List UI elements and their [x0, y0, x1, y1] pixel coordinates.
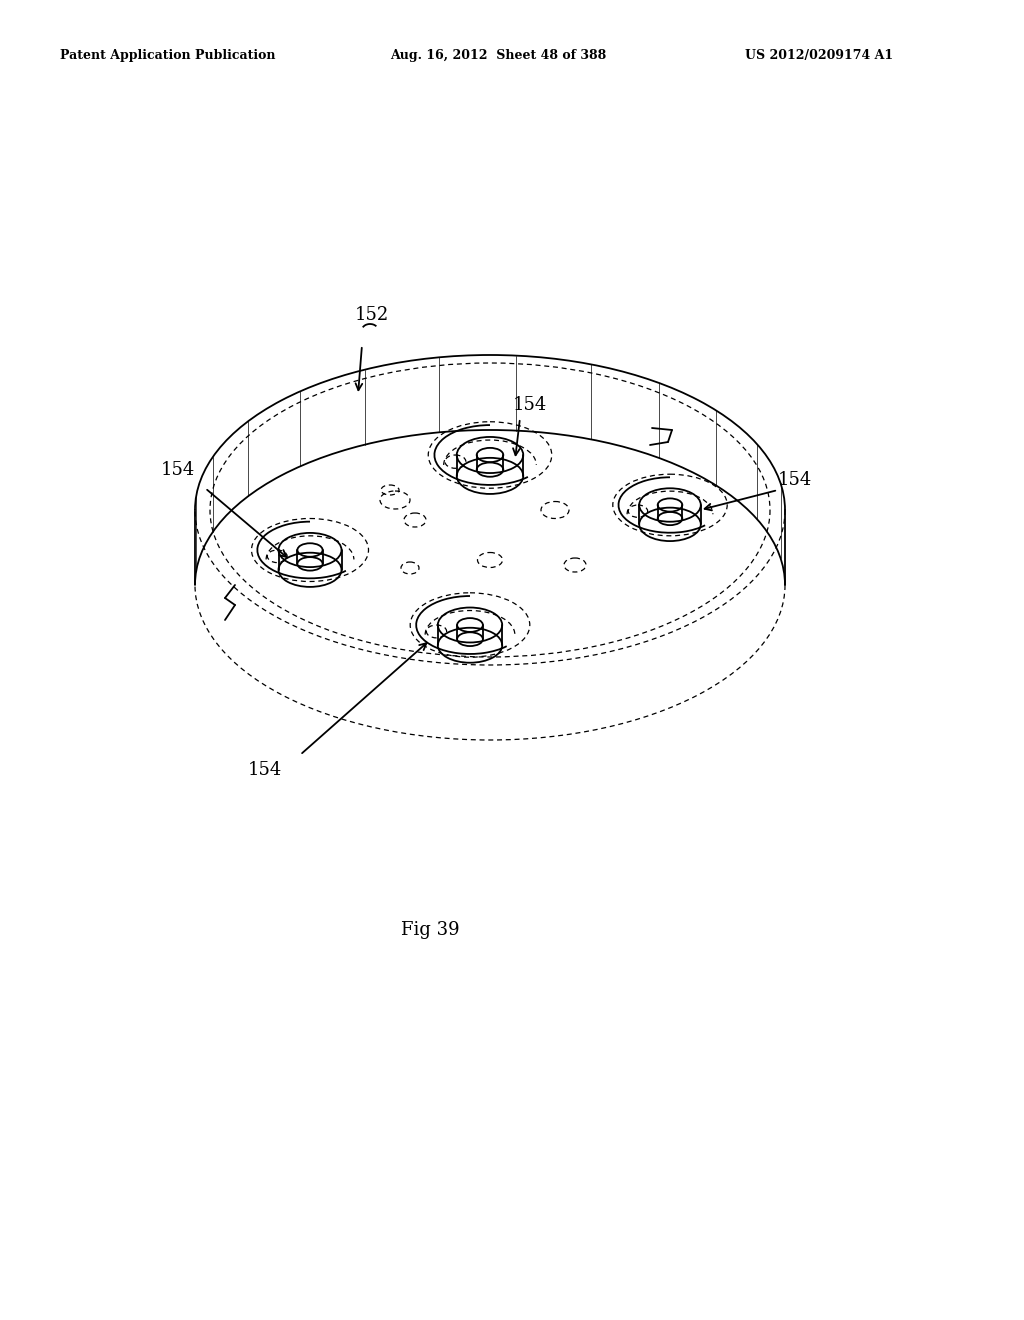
Text: 154: 154 — [248, 762, 283, 779]
Text: 154: 154 — [778, 471, 812, 488]
Text: US 2012/0209174 A1: US 2012/0209174 A1 — [745, 49, 893, 62]
Text: 152: 152 — [355, 306, 389, 323]
Text: 154: 154 — [161, 461, 196, 479]
Text: Aug. 16, 2012  Sheet 48 of 388: Aug. 16, 2012 Sheet 48 of 388 — [390, 49, 606, 62]
Text: 154: 154 — [513, 396, 547, 414]
Text: Fig 39: Fig 39 — [400, 921, 460, 939]
Text: Patent Application Publication: Patent Application Publication — [60, 49, 275, 62]
